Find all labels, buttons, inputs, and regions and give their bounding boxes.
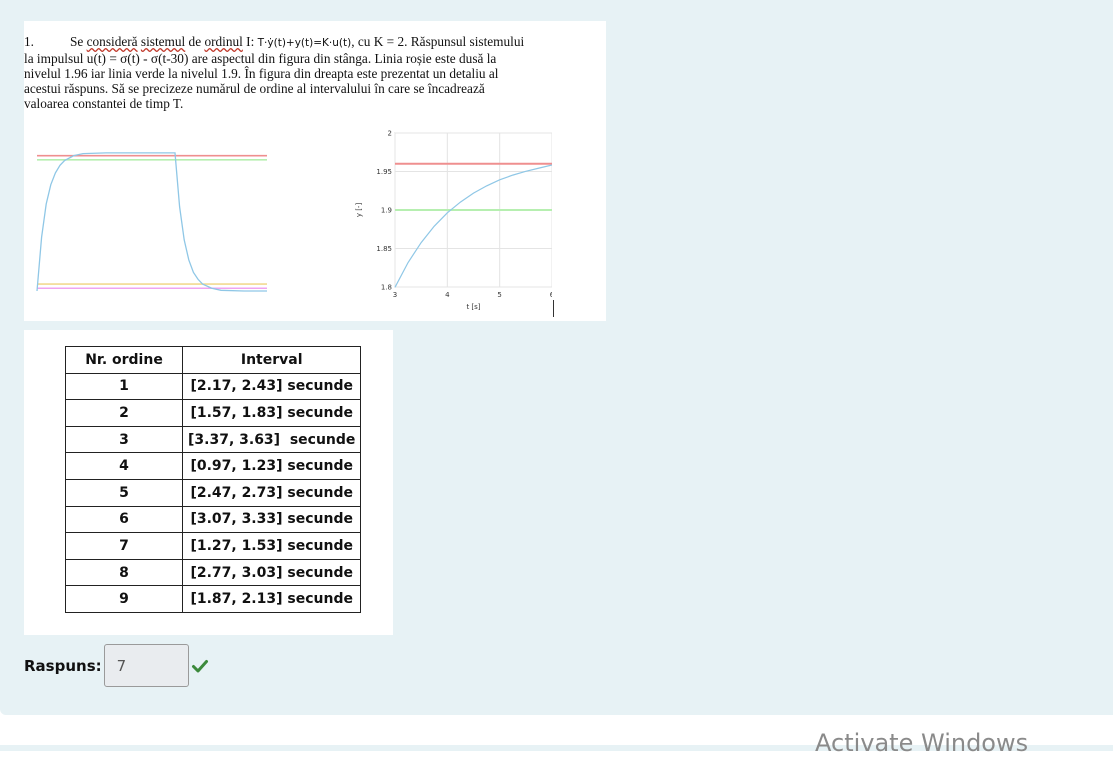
question-number: 1. bbox=[24, 34, 34, 49]
y-axis-label: y [-] bbox=[355, 203, 363, 218]
x-axis-label: t [s] bbox=[466, 303, 480, 311]
y-tick-label: 1.8 bbox=[381, 284, 392, 292]
table-row: 9 [1.87, 2.13] secunde bbox=[65, 585, 362, 613]
interval-table: Nr. ordine Interval 1 [2.17, 2.43] secund… bbox=[65, 346, 362, 613]
table-row: 3 [3.37, 3.63] secunde bbox=[65, 425, 362, 454]
order-number-cell: 4 bbox=[65, 452, 183, 480]
order-number-cell: 3 bbox=[65, 425, 183, 454]
response-chart-detail: 3 4 5 6 1.8 1.85 1.9 1.95 2 t [s] y [-] bbox=[355, 130, 552, 311]
y-tick-label: 1.85 bbox=[376, 245, 392, 253]
table-row: 8 [2.77, 3.03] secunde bbox=[65, 558, 362, 587]
x-tick-label: 3 bbox=[393, 291, 397, 299]
response-curve bbox=[394, 164, 552, 288]
answer-label: Raspuns: bbox=[24, 656, 102, 675]
interval-table-image: Nr. ordine Interval 1 [2.17, 2.43] secund… bbox=[24, 330, 393, 635]
interval-cell: [0.97, 1.23] secunde bbox=[181, 452, 362, 480]
column-header-interval: Interval bbox=[181, 346, 362, 374]
text-fragment: Se bbox=[70, 34, 87, 49]
question-line-3: nivelul 1.96 iar linia verde la nivelul … bbox=[24, 66, 499, 81]
order-number-cell: 7 bbox=[65, 532, 183, 560]
order-number-cell: 8 bbox=[65, 558, 183, 587]
text-fragment: consideră bbox=[86, 34, 138, 49]
answer-input[interactable] bbox=[103, 644, 189, 687]
order-number-cell: 5 bbox=[65, 478, 183, 507]
equation: T·ẏ(t)+y(t)=K·u(t) bbox=[257, 37, 352, 49]
table-row: 4 [0.97, 1.23] secunde bbox=[65, 452, 362, 480]
question-panel: 1. Se consideră sistemul de ordinul I: T·… bbox=[0, 0, 1113, 715]
response-chart-full bbox=[36, 152, 267, 292]
table-row: 2 [1.57, 1.83] secunde bbox=[65, 399, 362, 427]
order-number-cell: 1 bbox=[65, 372, 183, 401]
interval-cell: [1.27, 1.53] secunde bbox=[181, 532, 362, 560]
column-header-order: Nr. ordine bbox=[65, 346, 183, 374]
question-image: 1. Se consideră sistemul de ordinul I: T·… bbox=[24, 21, 606, 321]
order-number-cell: 6 bbox=[65, 505, 183, 534]
x-tick-label: 5 bbox=[497, 291, 501, 299]
interval-cell: [1.57, 1.83] secunde bbox=[181, 399, 362, 427]
question-line-5: valoarea constantei de timp T. bbox=[24, 96, 184, 111]
table-row: 7 [1.27, 1.53] secunde bbox=[65, 532, 362, 560]
question-line-4: acestui răspuns. Să se precizeze numărul… bbox=[24, 81, 485, 96]
next-panel-edge bbox=[0, 745, 1113, 751]
order-number-cell: 2 bbox=[65, 399, 183, 427]
check-icon bbox=[191, 659, 208, 672]
text-fragment: ordinul bbox=[204, 34, 243, 49]
interval-cell: [1.87, 2.13] secunde bbox=[181, 585, 362, 613]
activation-watermark: Activate Windows bbox=[815, 729, 1029, 757]
question-line-1: 1. Se consideră sistemul de ordinul I: T·… bbox=[24, 34, 606, 51]
text-fragment: , cu K = 2. Răspunsul sistemului bbox=[351, 34, 525, 49]
question-text: 1. Se consideră sistemul de ordinul I: T·… bbox=[24, 34, 606, 111]
response-curve bbox=[36, 152, 267, 292]
table-body: 1 [2.17, 2.43] secunde 2 [1.57, 1.83] secun… bbox=[65, 372, 362, 613]
x-tick-label: 6 bbox=[550, 291, 552, 299]
table-row: 6 [3.07, 3.33] secunde bbox=[65, 505, 362, 534]
table-header-row: Nr. ordine Interval bbox=[65, 346, 362, 374]
text-fragment: de bbox=[185, 34, 205, 49]
interval-cell: [2.77, 3.03] secunde bbox=[181, 558, 362, 587]
interval-cell: [3.07, 3.33] secunde bbox=[181, 505, 362, 534]
answer-row: Raspuns: bbox=[24, 644, 209, 687]
interval-cell: [2.17, 2.43] secunde bbox=[181, 372, 362, 401]
order-number-cell: 9 bbox=[65, 585, 183, 613]
y-tick-label: 2 bbox=[388, 130, 392, 138]
x-tick-label: 4 bbox=[445, 291, 450, 299]
text-fragment: sistemul bbox=[140, 34, 186, 49]
table-row: 1 [2.17, 2.43] secunde bbox=[65, 372, 362, 401]
interval-cell: [3.37, 3.63] secunde bbox=[181, 425, 362, 454]
interval-cell: [2.47, 2.73] secunde bbox=[181, 478, 362, 507]
y-tick-label: 1.95 bbox=[376, 168, 392, 176]
text-fragment: I: bbox=[242, 34, 258, 49]
question-line-2: la impulsul u(t) = σ(t) - σ(t-30) are as… bbox=[24, 51, 497, 66]
text-cursor bbox=[553, 300, 554, 317]
table-row: 5 [2.47, 2.73] secunde bbox=[65, 478, 362, 507]
y-tick-label: 1.9 bbox=[381, 207, 392, 215]
